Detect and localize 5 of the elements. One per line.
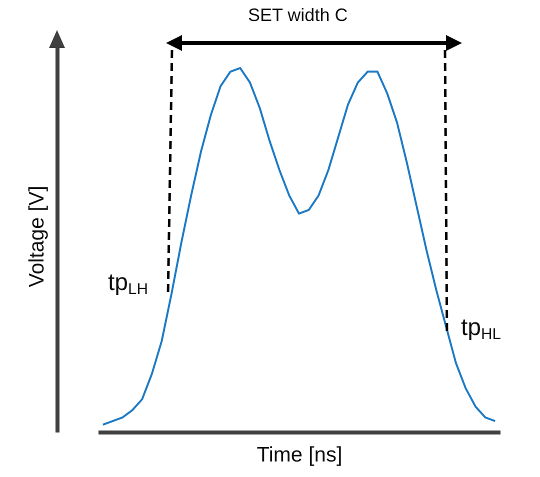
annotation: tp$_{LH}$ — [108, 269, 148, 298]
text: SET width C — [248, 5, 348, 25]
y-axis-title: Voltage [V] — [26, 186, 48, 288]
annotation: tp$_{HL}$ — [461, 314, 501, 343]
x-axis-title: Time [ns] — [256, 444, 342, 466]
